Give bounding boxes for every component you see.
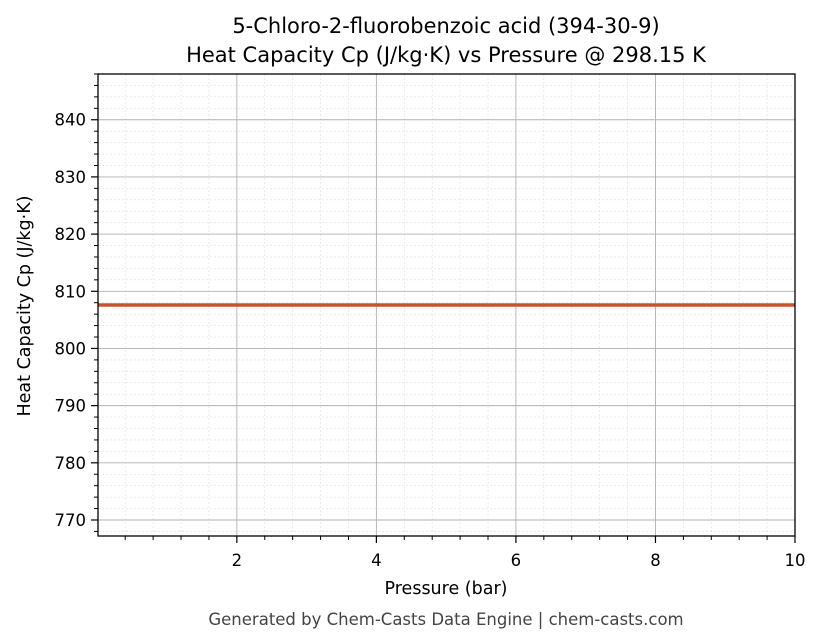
x-tick-label: 4	[371, 551, 382, 570]
x-tick-label: 2	[232, 551, 243, 570]
x-axis-label: Pressure (bar)	[385, 579, 508, 599]
y-tick-label: 840	[55, 111, 87, 130]
y-tick-label: 770	[55, 511, 87, 530]
plot-area-frame	[97, 73, 796, 537]
y-tick-label: 820	[55, 225, 87, 244]
x-tick-label: 8	[650, 551, 661, 570]
x-tick-label: 6	[511, 551, 522, 570]
x-tick-label: 10	[785, 551, 806, 570]
chart-subtitle: Heat Capacity Cp (J/kg·K) vs Pressure @ …	[186, 43, 707, 67]
chart-title: 5-Chloro-2-fluorobenzoic acid (394-30-9)	[232, 14, 659, 38]
minor-grid	[98, 73, 795, 536]
y-tick-label: 810	[55, 282, 87, 301]
y-tick-label: 790	[55, 397, 87, 416]
y-tick-label: 830	[55, 168, 87, 187]
y-tick-label: 800	[55, 339, 87, 358]
y-axis-label: Heat Capacity Cp (J/kg·K)	[15, 196, 35, 417]
footer-credit: Generated by Chem-Casts Data Engine | ch…	[208, 610, 683, 629]
y-tick-label: 780	[55, 454, 87, 473]
